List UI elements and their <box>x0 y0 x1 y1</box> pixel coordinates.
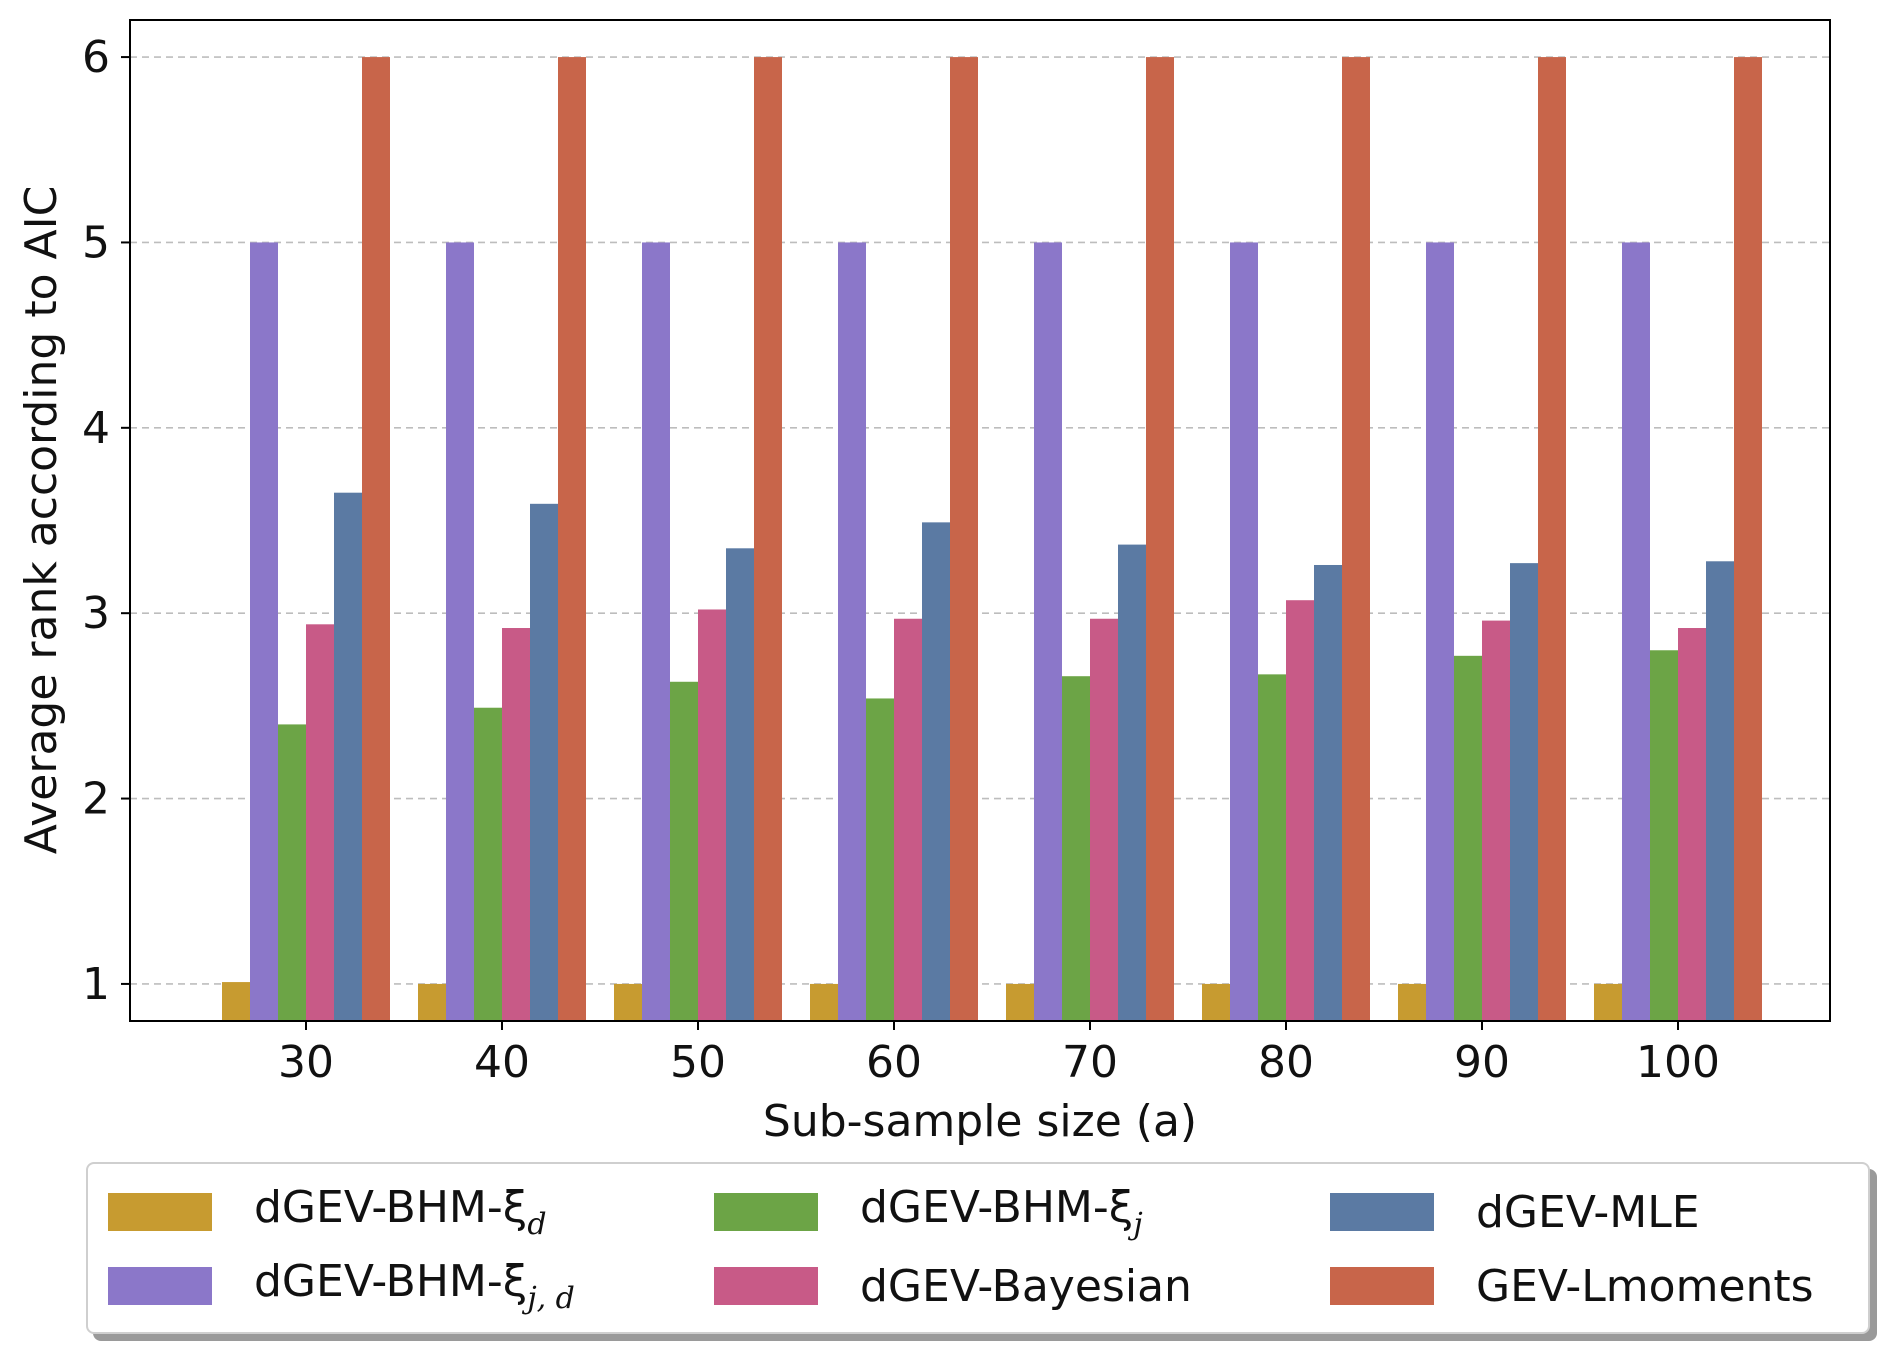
bar <box>334 492 362 1021</box>
bar <box>1118 544 1146 1021</box>
bar <box>614 983 642 1021</box>
legend-swatch <box>1330 1193 1434 1231</box>
bar <box>1090 618 1118 1021</box>
bar <box>1034 242 1062 1021</box>
bar <box>250 242 278 1021</box>
bar <box>222 982 250 1021</box>
y-tick-label: 4 <box>82 403 110 454</box>
y-tick-label: 6 <box>82 32 110 83</box>
bar <box>502 628 530 1021</box>
legend-label: dGEV-MLE <box>1476 1186 1700 1238</box>
bar <box>642 242 670 1021</box>
bar <box>1314 564 1342 1021</box>
bar <box>866 698 894 1021</box>
x-tick-label: 80 <box>1258 1037 1314 1088</box>
x-axis-label: Sub-sample size (a) <box>763 1096 1197 1147</box>
x-tick-label: 30 <box>278 1037 334 1088</box>
legend-label: dGEV-Bayesian <box>860 1260 1192 1312</box>
x-tick-label: 70 <box>1062 1037 1118 1088</box>
bar <box>950 57 978 1021</box>
bar <box>1678 628 1706 1021</box>
y-tick-label: 3 <box>82 588 110 639</box>
y-tick-label: 2 <box>82 774 110 825</box>
bar <box>1538 57 1566 1021</box>
x-tick-label: 90 <box>1454 1037 1510 1088</box>
x-tick-label: 60 <box>866 1037 922 1088</box>
x-tick-label: 40 <box>474 1037 530 1088</box>
bar <box>1426 242 1454 1021</box>
bar <box>754 57 782 1021</box>
bar <box>1622 242 1650 1021</box>
bar <box>1062 676 1090 1021</box>
legend-item: dGEV-Bayesian <box>714 1256 1192 1316</box>
legend: dGEV-BHM-ξd dGEV-BHM-ξj, d dGEV-BHM-ξj d… <box>86 1162 1870 1334</box>
legend-label: dGEV-BHM-ξd <box>254 1182 547 1242</box>
bar <box>1342 57 1370 1021</box>
x-tick-label: 50 <box>670 1037 726 1088</box>
bar <box>922 522 950 1021</box>
bar <box>838 242 866 1021</box>
bar <box>1734 57 1762 1021</box>
bar <box>894 618 922 1021</box>
bar <box>1706 561 1734 1021</box>
bar <box>1006 983 1034 1021</box>
bar <box>726 548 754 1021</box>
y-tick-label: 5 <box>82 217 110 268</box>
bar <box>1230 242 1258 1021</box>
bar <box>1454 655 1482 1021</box>
legend-swatch <box>714 1193 818 1231</box>
legend-item: dGEV-BHM-ξd <box>108 1182 547 1242</box>
legend-swatch <box>1330 1267 1434 1305</box>
legend-label: dGEV-BHM-ξj, d <box>254 1256 575 1316</box>
bar <box>1398 983 1426 1021</box>
bar <box>1146 57 1174 1021</box>
plot-frame <box>129 19 1831 1022</box>
bar <box>558 57 586 1021</box>
legend-item: dGEV-MLE <box>1330 1182 1700 1242</box>
x-tick-label: 100 <box>1636 1037 1720 1088</box>
bar <box>810 983 838 1021</box>
bar <box>1482 620 1510 1021</box>
legend-item: GEV-Lmoments <box>1330 1256 1814 1316</box>
legend-swatch <box>714 1267 818 1305</box>
bar <box>306 624 334 1021</box>
legend-label: GEV-Lmoments <box>1476 1260 1814 1312</box>
bar <box>278 724 306 1021</box>
legend-label: dGEV-BHM-ξj <box>860 1182 1143 1242</box>
legend-swatch <box>108 1193 212 1231</box>
bar <box>1202 983 1230 1021</box>
legend-item: dGEV-BHM-ξj <box>714 1182 1143 1242</box>
bar <box>670 681 698 1021</box>
bar <box>1594 983 1622 1021</box>
bar <box>362 57 390 1021</box>
bar <box>418 983 446 1021</box>
bar <box>474 707 502 1021</box>
legend-item: dGEV-BHM-ξj, d <box>108 1256 575 1316</box>
y-axis-ticks: 1 2 3 4 5 6 <box>82 32 130 1010</box>
bar <box>698 609 726 1021</box>
bar <box>446 242 474 1021</box>
y-tick-label: 1 <box>82 959 110 1010</box>
legend-swatch <box>108 1267 212 1305</box>
bar <box>1510 563 1538 1021</box>
bar <box>530 503 558 1022</box>
bar <box>1286 600 1314 1021</box>
bar <box>1258 674 1286 1021</box>
bar <box>1650 650 1678 1021</box>
y-axis-label: Average rank according to AIC <box>16 186 67 855</box>
bars <box>222 57 1762 1022</box>
x-axis-ticks: 30 40 50 60 70 80 90 100 <box>278 1021 1720 1088</box>
